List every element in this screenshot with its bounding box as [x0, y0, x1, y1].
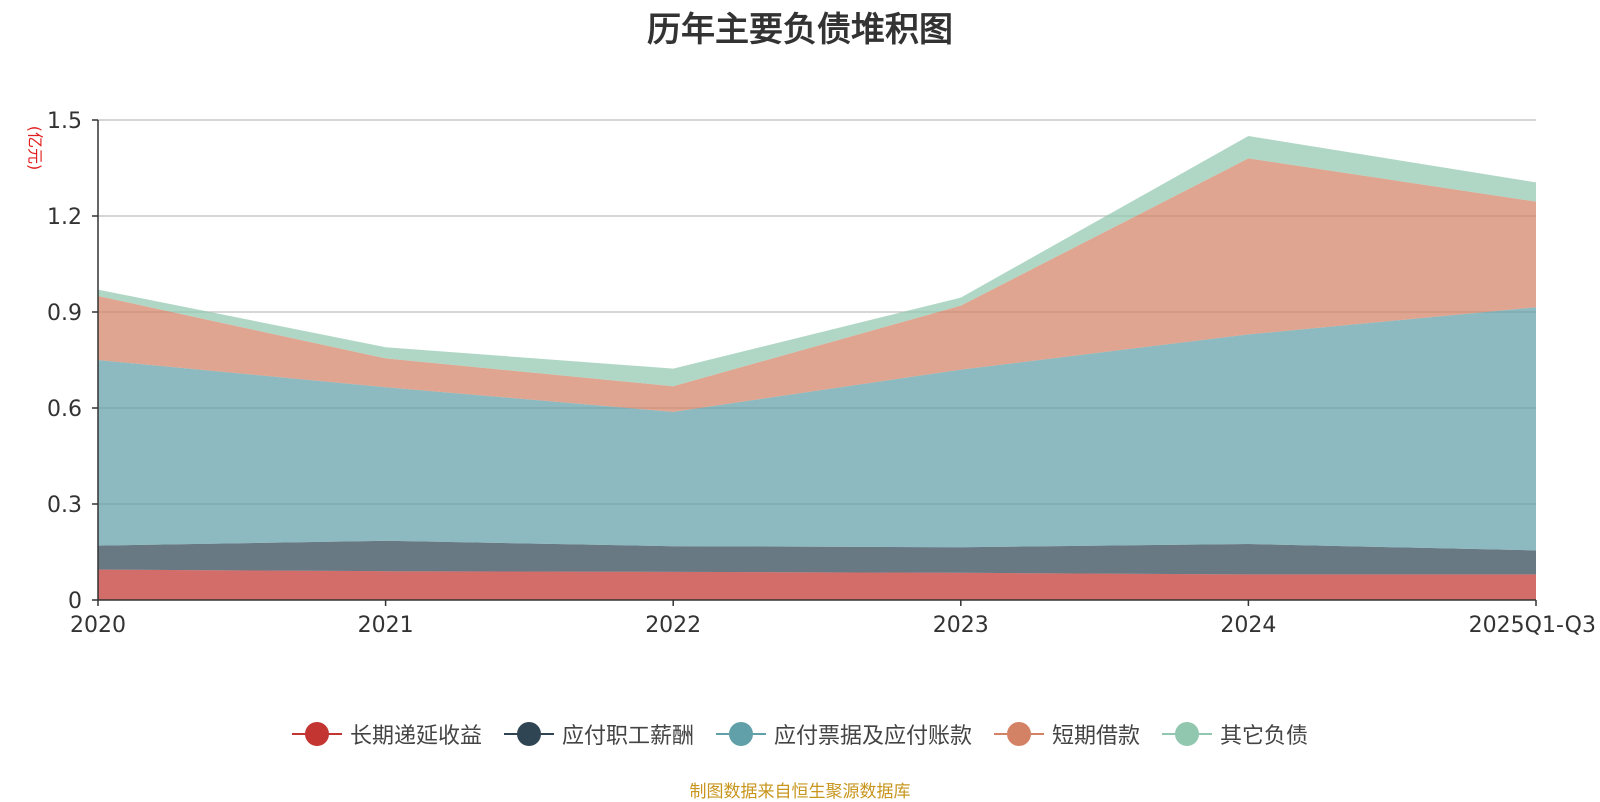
legend-item[interactable]: 长期递延收益 [291, 718, 482, 750]
stacked-area-chart: 0 0.3 0.6 0.9 1.2 1.5 2020 2021 2022 2023 2024 2025… [47, 109, 1596, 638]
chart-title: 历年主要负债堆积图 [647, 10, 953, 50]
legend-item[interactable]: 应付票据及应付账款 [715, 718, 972, 750]
legend-label: 应付职工薪酬 [561, 724, 694, 749]
legend-label: 长期递延收益 [349, 724, 482, 749]
y-tick-label: 1.2 [47, 205, 82, 230]
area-series-4 [98, 136, 1536, 387]
area-series-1 [98, 540, 1536, 575]
x-tick-label: 2022 [645, 613, 701, 638]
tick-labels: 0 0.3 0.6 0.9 1.2 1.5 2020 2021 2022 2023 2024 2025… [47, 109, 1596, 638]
axes [92, 119, 1537, 606]
area-series-3 [98, 158, 1536, 412]
legend-item[interactable]: 其它负债 [1162, 718, 1308, 750]
x-tick-label: 2020 [70, 613, 126, 638]
legend-swatch-icon [994, 722, 1044, 746]
legend: 长期递延收益 应付职工薪酬 应付票据及应付账款 短期借款 其它负债 [0, 718, 1600, 750]
y-tick-label: 1.5 [47, 109, 82, 134]
y-tick-label: 0.9 [47, 301, 82, 326]
area-series-2 [98, 307, 1536, 551]
legend-swatch-icon [291, 722, 342, 746]
y-tick-label: 0 [68, 589, 82, 614]
legend-label: 短期借款 [1052, 724, 1141, 749]
legend-swatch-icon [503, 722, 554, 746]
legend-swatch-icon [715, 722, 766, 746]
area-series [98, 136, 1536, 600]
source-note: 制图数据来自恒生聚源数据库 [689, 782, 911, 802]
x-tick-label: 2025Q1-Q3 [1469, 613, 1596, 638]
legend-label: 应付票据及应付账款 [773, 724, 972, 749]
legend-swatch-icon [1162, 722, 1213, 746]
legend-item[interactable]: 短期借款 [994, 718, 1140, 750]
legend-item[interactable]: 应付职工薪酬 [503, 718, 694, 750]
y-tick-label: 0.6 [47, 397, 82, 422]
x-tick-label: 2021 [358, 613, 414, 638]
y-tick-label: 0.3 [47, 493, 82, 518]
legend-label: 其它负债 [1220, 724, 1309, 749]
x-tick-label: 2024 [1220, 613, 1276, 638]
area-series-0 [98, 569, 1536, 600]
x-tick-label: 2023 [933, 613, 989, 638]
